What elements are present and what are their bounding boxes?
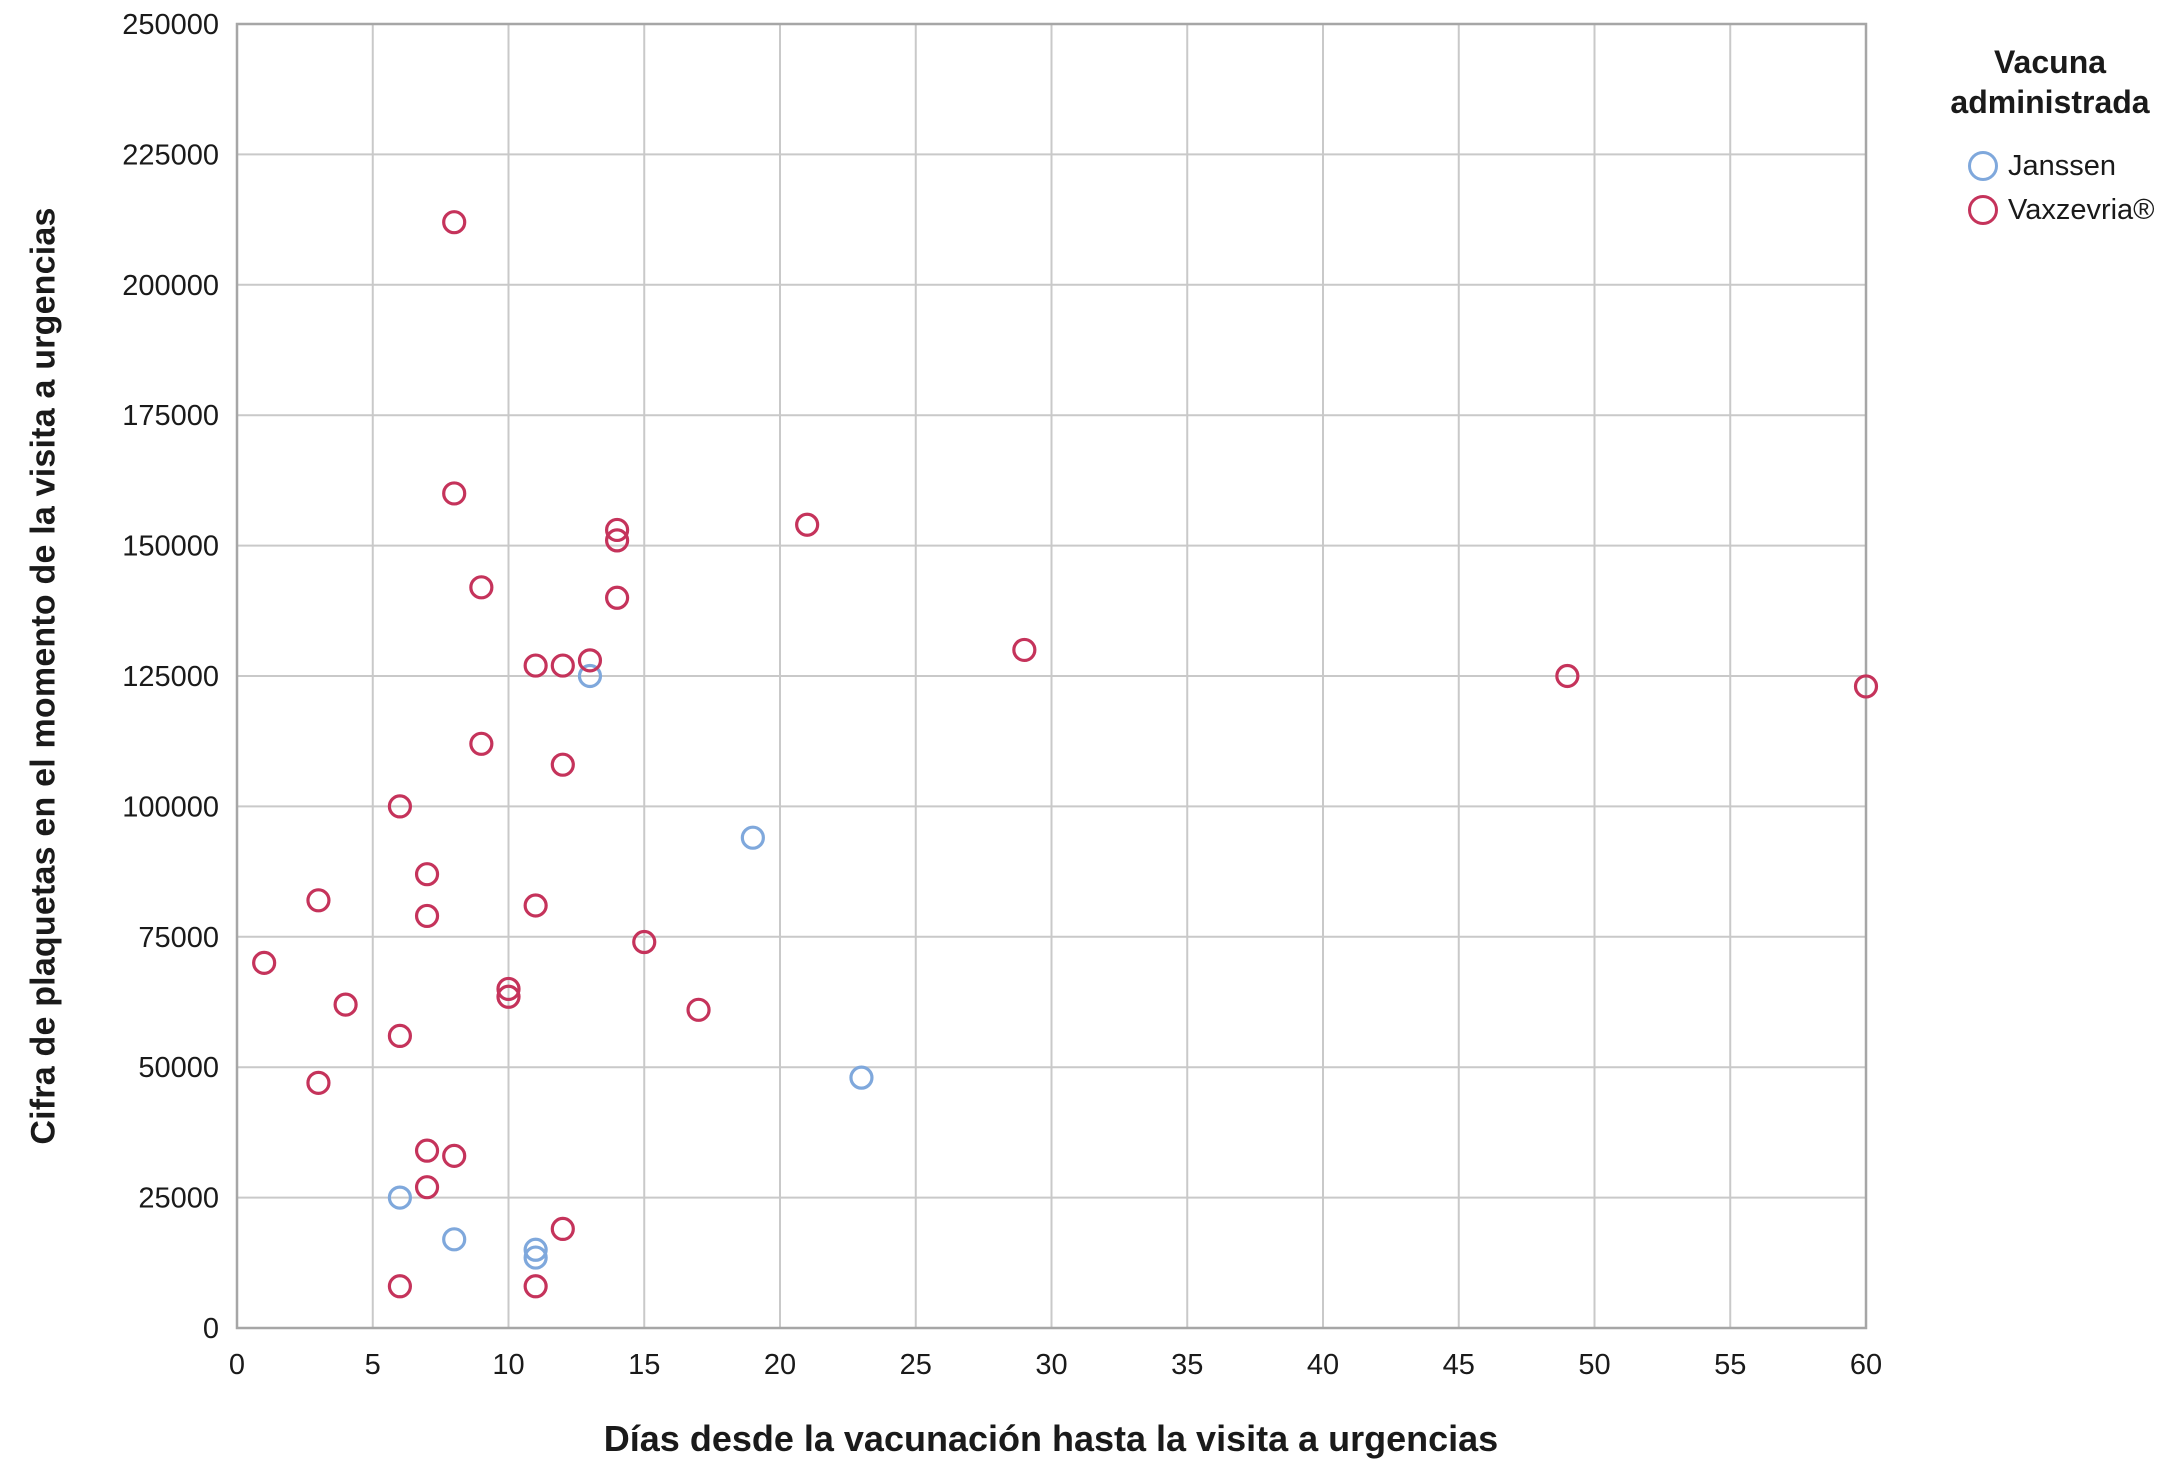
x-tick-label: 5	[365, 1349, 381, 1381]
data-point-vaxzevria	[387, 1023, 412, 1049]
x-tick-label: 15	[628, 1349, 660, 1381]
data-point-vaxzevria	[469, 575, 494, 600]
data-point-vaxzevria	[604, 528, 630, 553]
data-point-janssen	[577, 663, 603, 689]
data-point-janssen	[442, 1227, 467, 1252]
data-point-vaxzevria	[306, 1070, 331, 1095]
data-point-vaxzevria	[632, 929, 657, 955]
x-tick-label: 35	[1171, 1349, 1203, 1381]
data-point-vaxzevria	[387, 794, 412, 819]
x-tick-label: 25	[900, 1349, 932, 1381]
y-tick-label: 200000	[122, 270, 219, 302]
data-point-vaxzevria	[523, 893, 548, 918]
data-point-vaxzevria	[686, 997, 711, 1022]
data-point-vaxzevria	[523, 1274, 548, 1299]
y-tick-label: 75000	[138, 922, 219, 954]
data-point-vaxzevria	[1012, 637, 1037, 663]
data-point-vaxzevria	[442, 481, 467, 506]
data-point-vaxzevria	[550, 752, 575, 777]
data-point-vaxzevria	[414, 862, 440, 887]
y-axis-title: Cifra de plaquetas en el momento de la v…	[24, 207, 63, 1145]
legend: Vacuna administrada Janssen Vaxzevria®	[1930, 42, 2170, 232]
data-point-vaxzevria	[306, 888, 331, 913]
data-point-janssen	[849, 1065, 874, 1090]
x-tick-label: 55	[1714, 1349, 1746, 1381]
data-point-vaxzevria	[442, 210, 467, 235]
x-axis-title: Días desde la vacunación hasta la visita…	[603, 1418, 1499, 1459]
y-tick-label: 25000	[138, 1183, 219, 1215]
data-point-vaxzevria	[577, 648, 603, 673]
legend-marker-icon	[1968, 195, 1998, 225]
data-point-vaxzevria	[604, 517, 630, 543]
data-point-janssen	[387, 1185, 412, 1210]
data-point-vaxzevria	[442, 1143, 467, 1168]
y-tick-label: 100000	[122, 791, 219, 823]
data-point-janssen	[740, 825, 765, 850]
x-tick-label: 10	[492, 1349, 524, 1381]
data-point-vaxzevria	[252, 950, 277, 975]
legend-item-label: Vaxzevria®	[2008, 193, 2155, 226]
y-tick-label: 150000	[122, 531, 219, 563]
data-point-vaxzevria	[1555, 663, 1580, 689]
legend-marker-icon	[1968, 151, 1998, 181]
x-tick-label: 30	[1035, 1349, 1067, 1381]
data-point-vaxzevria	[414, 903, 440, 929]
data-point-vaxzevria	[604, 585, 630, 610]
data-point-vaxzevria	[333, 992, 358, 1017]
data-point-vaxzevria	[523, 653, 548, 678]
legend-title: Vacuna administrada	[1950, 44, 2150, 120]
x-tick-label: 60	[1850, 1349, 1882, 1381]
data-point-vaxzevria	[414, 1175, 440, 1200]
legend-items: Janssen Vaxzevria®	[1930, 144, 2170, 232]
y-tick-label: 175000	[122, 400, 219, 432]
data-point-vaxzevria	[414, 1138, 440, 1163]
data-point-vaxzevria	[387, 1274, 412, 1299]
data-point-vaxzevria	[469, 731, 494, 756]
x-tick-label: 0	[229, 1349, 245, 1381]
legend-item-label: Janssen	[2008, 149, 2117, 182]
x-tick-label: 40	[1307, 1349, 1339, 1381]
y-tick-label: 125000	[122, 661, 219, 693]
data-point-vaxzevria	[550, 653, 575, 678]
data-point-vaxzevria	[496, 984, 521, 1009]
x-tick-label: 50	[1578, 1349, 1610, 1381]
data-point-vaxzevria	[550, 1216, 575, 1241]
legend-item-janssen: Janssen	[1968, 144, 2170, 188]
y-tick-label: 50000	[138, 1052, 219, 1084]
y-tick-label: 225000	[122, 139, 219, 171]
data-point-janssen	[523, 1245, 548, 1270]
data-point-vaxzevria	[795, 512, 820, 537]
data-point-vaxzevria	[496, 976, 521, 1002]
x-tick-label: 20	[764, 1349, 796, 1381]
legend-item-vaxzevria: Vaxzevria®	[1968, 188, 2170, 232]
y-tick-label: 250000	[122, 9, 219, 41]
x-tick-label: 45	[1443, 1349, 1475, 1381]
y-tick-label: 0	[203, 1313, 219, 1345]
data-point-janssen	[523, 1237, 548, 1262]
data-point-vaxzevria	[1853, 674, 1879, 699]
